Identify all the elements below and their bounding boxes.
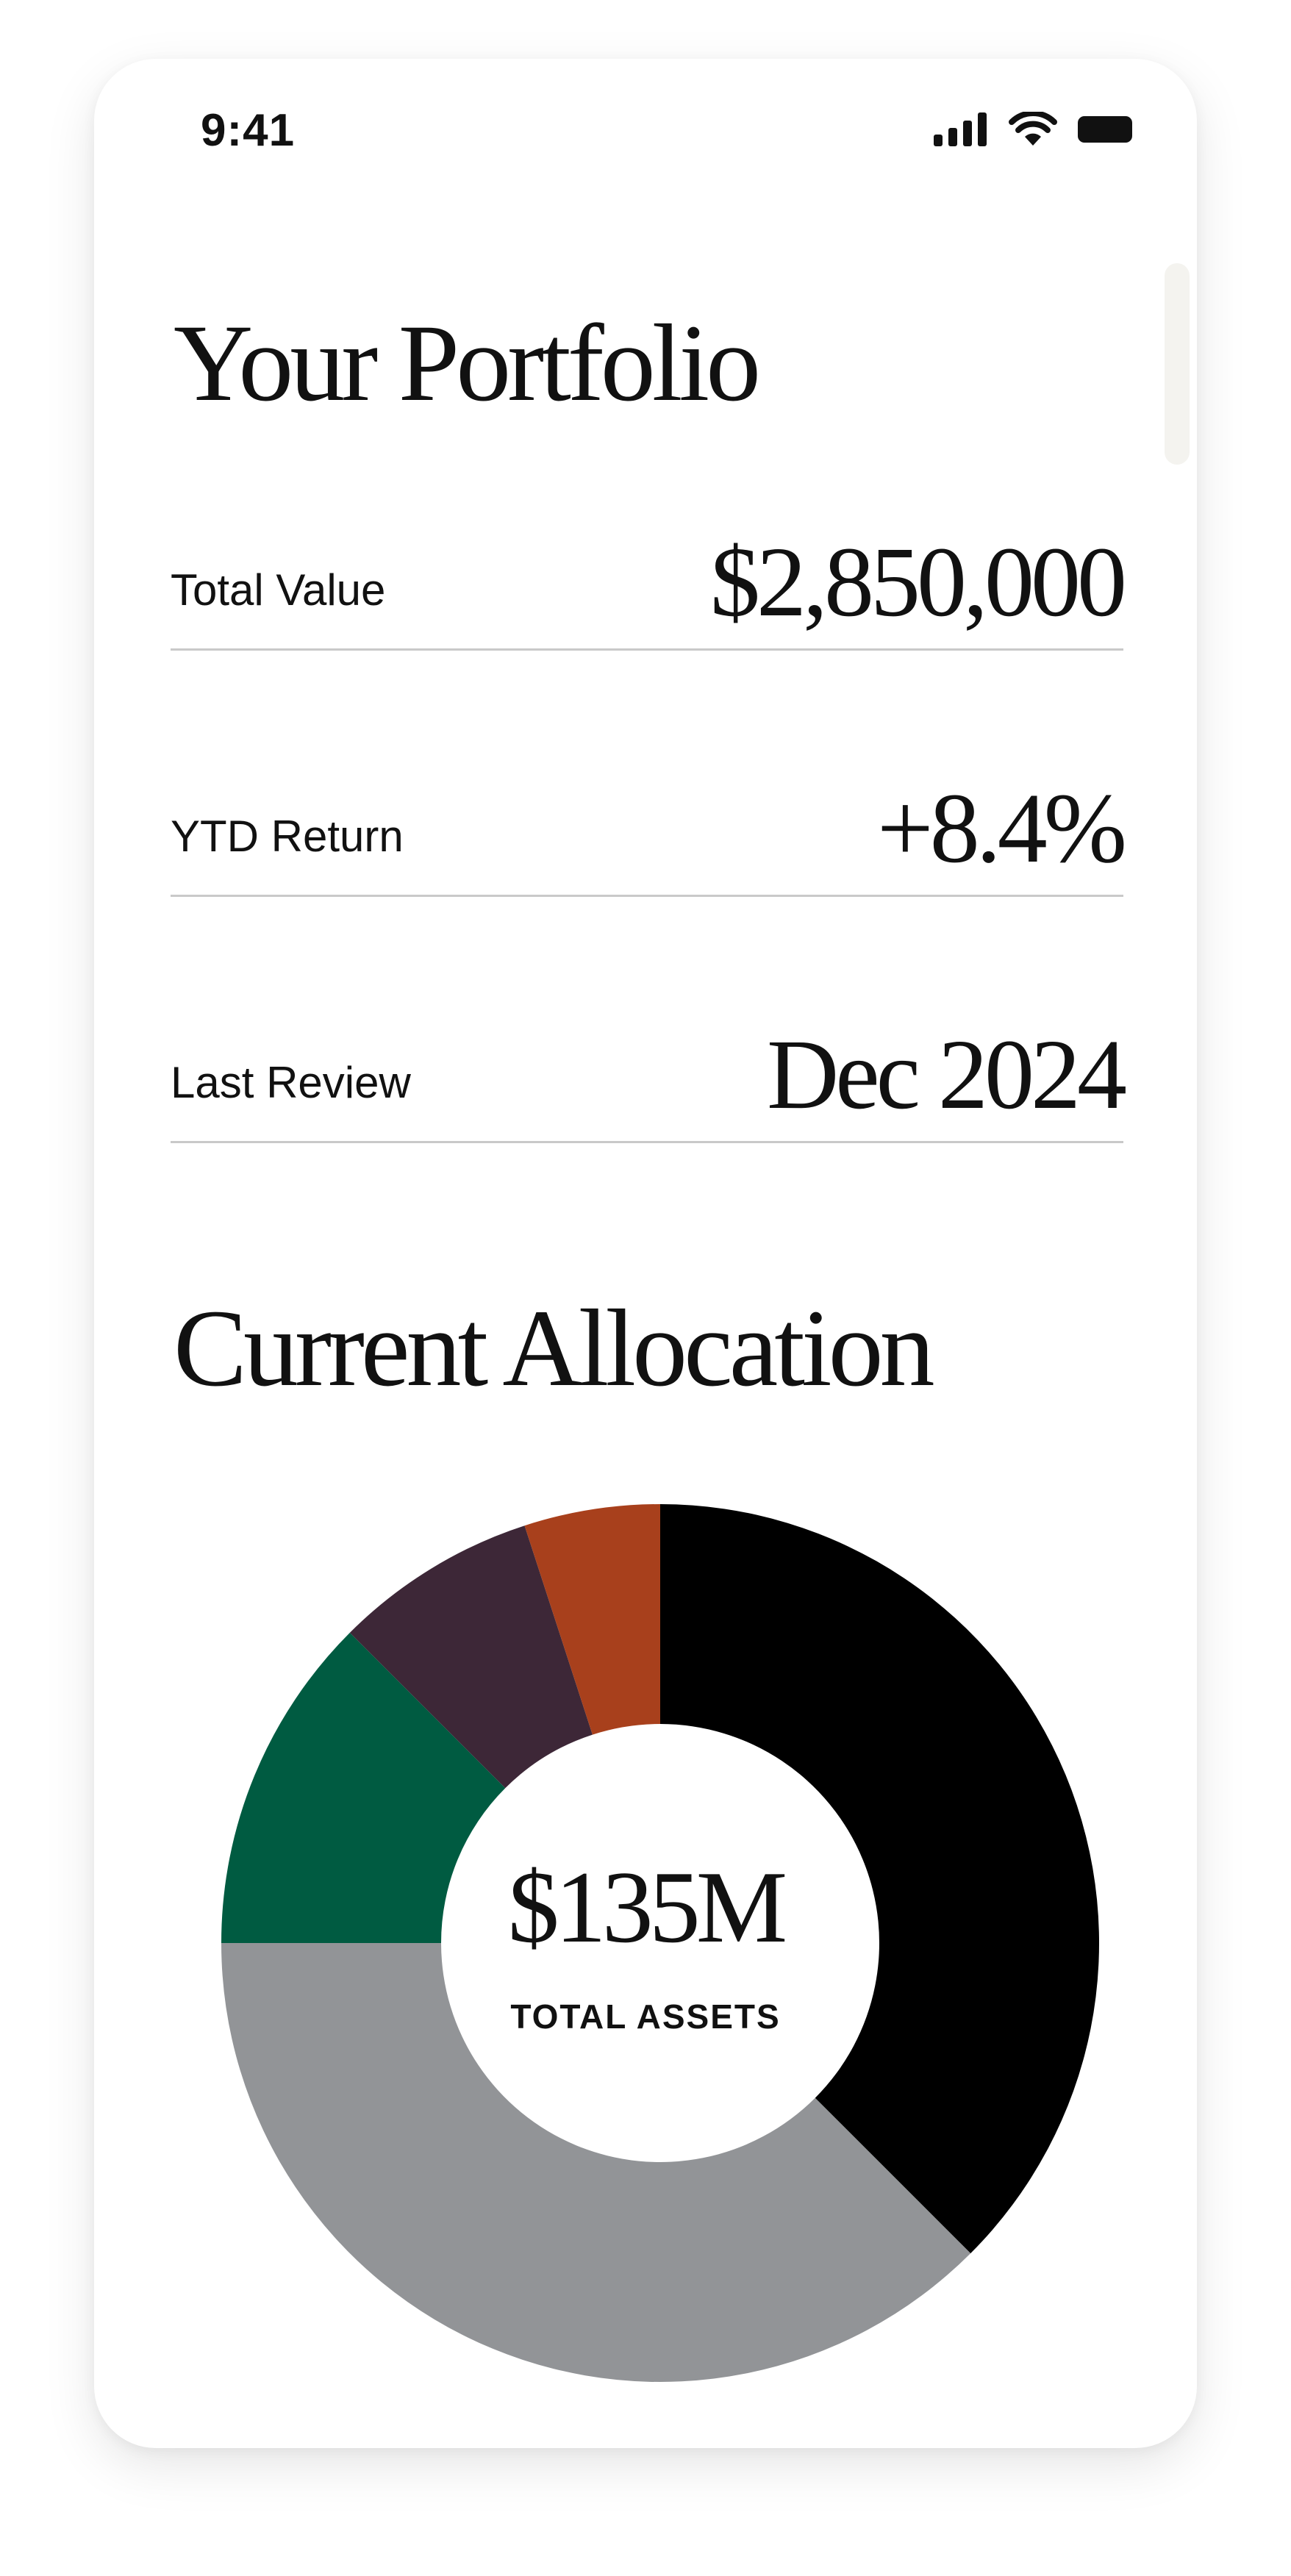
donut-slice-3 <box>349 1525 593 1789</box>
scroll-indicator[interactable] <box>1165 263 1190 465</box>
stat-label: YTD Return <box>171 812 404 861</box>
stat-row-total-value: Total Value $2,850,000 <box>171 515 1127 651</box>
allocation-donut-chart <box>221 1504 1100 2382</box>
donut-center-label: TOTAL ASSETS <box>510 1997 781 2036</box>
stat-row-ytd-return: YTD Return +8.4% <box>171 761 1127 897</box>
donut-slice-2 <box>221 1632 506 1943</box>
page-title: Your Portfolio <box>174 302 761 424</box>
stat-label: Total Value <box>171 565 386 615</box>
stat-value: $2,850,000 <box>710 527 1127 637</box>
wifi-icon <box>1009 112 1057 146</box>
status-icons <box>934 112 1132 147</box>
stat-value: Dec 2024 <box>767 1020 1127 1130</box>
allocation-title: Current Allocation <box>174 1287 935 1409</box>
stat-label: Last Review <box>171 1058 411 1107</box>
battery-icon <box>1078 116 1132 143</box>
stat-value: +8.4% <box>877 773 1127 884</box>
phone-frame: 9:41 Your Portfolio Total Value $2,850,0… <box>94 59 1197 2448</box>
donut-slice-0 <box>660 1504 1100 2254</box>
status-time: 9:41 <box>201 105 296 156</box>
donut-slice-1 <box>221 1943 971 2382</box>
status-bar: 9:41 <box>94 59 1197 206</box>
stat-row-last-review: Last Review Dec 2024 <box>171 1007 1127 1143</box>
signal-icon <box>934 112 987 146</box>
donut-slice-4 <box>524 1504 660 1735</box>
donut-center-value: $135M <box>507 1850 787 1964</box>
